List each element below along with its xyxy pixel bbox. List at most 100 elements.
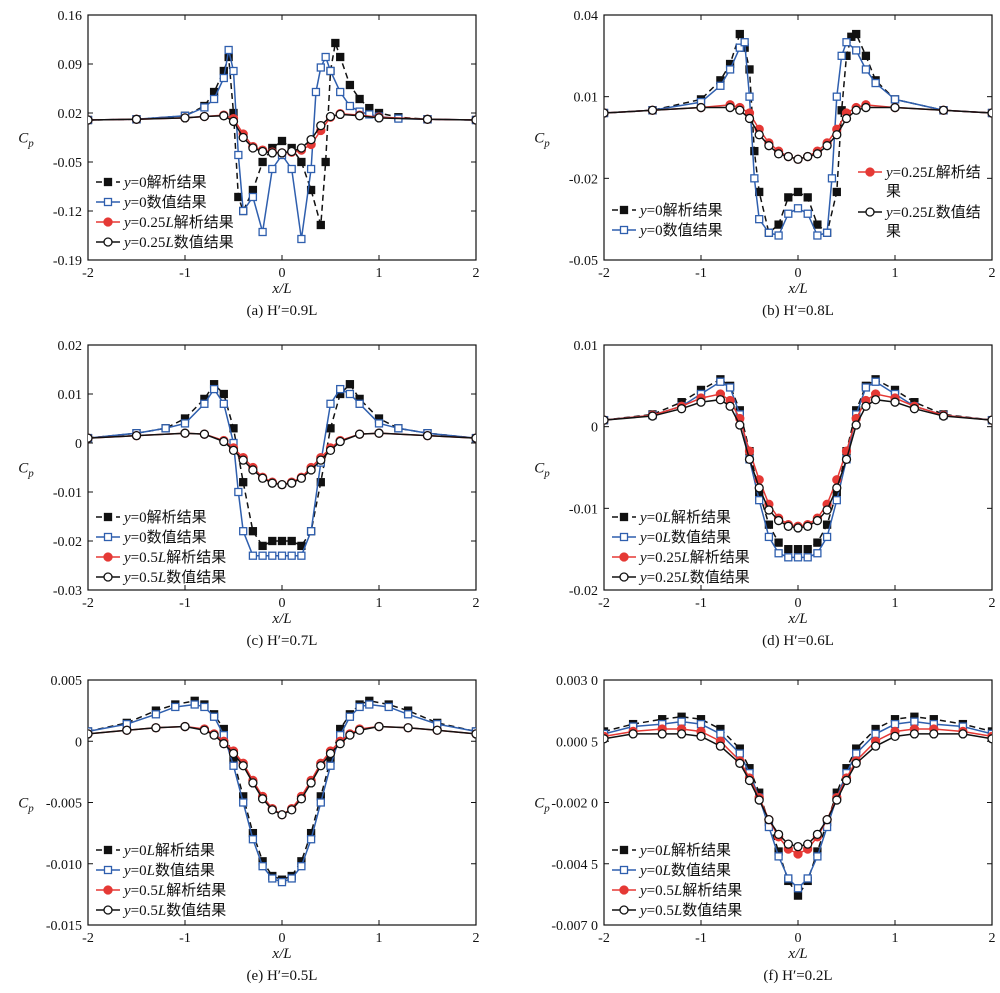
x-tick-label: -1 (179, 596, 191, 611)
data-point (199, 725, 210, 735)
y-axis-label: Cp (534, 131, 550, 150)
data-point (296, 794, 307, 804)
data-point (384, 702, 393, 712)
data-point (228, 748, 239, 759)
data-point (987, 415, 992, 425)
data-point (735, 749, 744, 758)
y-tick-label: -0.02 (569, 172, 598, 187)
data-point (890, 95, 900, 104)
data-point (248, 835, 258, 844)
data-point (657, 729, 667, 739)
legend-label: y=0.25L数值结果 (122, 234, 234, 251)
data-point (374, 428, 384, 438)
y-tick-label: -0.007 0 (551, 919, 598, 934)
data-point (316, 63, 325, 72)
x-tick-label: 0 (279, 596, 286, 611)
data-point (832, 130, 842, 140)
y-tick-label: 0.02 (58, 107, 83, 122)
panel-caption: (f) H′=0.2L (763, 968, 832, 984)
data-point (909, 404, 920, 414)
panel-caption: (b) H′=0.8L (762, 303, 834, 319)
data-point (336, 384, 345, 394)
legend-label: y=0数值结果 (122, 529, 207, 546)
data-point (774, 538, 783, 547)
x-tick-label: -2 (598, 266, 610, 281)
legend-marker (103, 532, 113, 542)
legend-label: y=0.5L解析结果 (122, 549, 226, 566)
data-point (750, 146, 759, 156)
data-point (180, 721, 190, 732)
y-tick-label: 0.003 0 (556, 674, 598, 689)
data-point (325, 445, 336, 456)
data-point (234, 150, 243, 160)
data-point (248, 192, 258, 202)
data-point (267, 805, 277, 815)
data-point (910, 717, 919, 726)
data-point (151, 710, 161, 719)
data-point (764, 141, 774, 151)
data-point (287, 478, 297, 488)
data-point (745, 92, 754, 101)
panel-caption: (d) H′=0.6L (762, 633, 834, 649)
data-point (803, 151, 813, 162)
legend-item: y=0L解析结果 (96, 842, 215, 859)
data-point (793, 545, 803, 554)
data-point (774, 549, 783, 558)
y-tick-label: -0.03 (53, 584, 82, 599)
data-point (725, 401, 735, 411)
data-point (841, 454, 852, 464)
x-tick-label: 1 (376, 596, 383, 611)
legend-label: y=0L解析结果 (638, 842, 731, 859)
plot-area (604, 712, 992, 900)
legend-item: y=0.5L解析结果 (96, 549, 226, 566)
data-point (861, 401, 871, 411)
data-point (219, 389, 228, 399)
data-point (735, 105, 745, 115)
legend-marker (619, 552, 629, 562)
y-tick-label: 0.09 (58, 58, 83, 73)
y-axis-label: Cp (18, 796, 34, 815)
data-point (716, 81, 725, 90)
legend-marker (103, 177, 113, 187)
y-axis-label: Cp (534, 461, 550, 480)
legend-item: y=0L解析结果 (612, 509, 731, 526)
data-point (909, 729, 920, 739)
data-point (355, 399, 364, 408)
x-tick-label: 0 (795, 931, 802, 946)
data-point (784, 545, 793, 554)
data-point (306, 835, 316, 844)
data-point (306, 465, 316, 475)
legend-label: y=0.5L数值结果 (122, 569, 226, 586)
data-point (784, 553, 793, 562)
data-point (725, 383, 735, 392)
legend-marker (103, 572, 113, 582)
series-line (88, 725, 476, 816)
data-point (131, 430, 142, 441)
data-point (832, 187, 841, 197)
data-point (803, 521, 813, 531)
data-point (219, 73, 228, 83)
series-2 (88, 721, 476, 820)
panel-caption: (a) H′=0.9L (247, 303, 318, 319)
data-point (219, 399, 228, 408)
data-point (773, 149, 784, 159)
data-point (890, 102, 900, 113)
data-point (355, 702, 364, 712)
legend-label: y=0.25L解析结 (884, 164, 981, 181)
data-point (200, 399, 209, 408)
data-point (326, 399, 335, 408)
data-point (676, 404, 687, 414)
data-point (326, 66, 335, 76)
data-point (783, 151, 793, 162)
data-point (258, 862, 267, 871)
data-point (735, 758, 745, 768)
data-point (238, 132, 248, 143)
data-point (871, 729, 880, 739)
legend-label: y=0.5L解析结果 (638, 882, 742, 899)
legend-label: y=0L解析结果 (638, 509, 731, 526)
data-point (696, 102, 706, 113)
series-3 (604, 395, 992, 533)
legend-label: y=0L解析结果 (122, 842, 215, 859)
data-point (287, 536, 296, 546)
x-tick-label: 0 (795, 266, 802, 281)
